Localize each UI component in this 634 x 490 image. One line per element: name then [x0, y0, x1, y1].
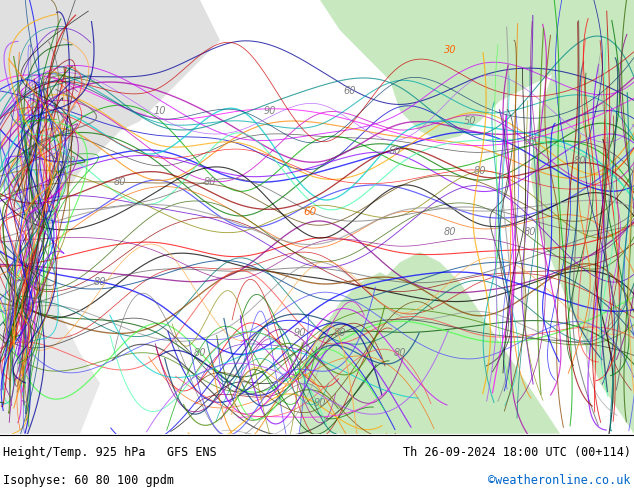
- Polygon shape: [340, 252, 560, 434]
- Text: 80: 80: [64, 156, 76, 167]
- Text: Th 26-09-2024 18:00 UTC (00+114): Th 26-09-2024 18:00 UTC (00+114): [403, 446, 631, 459]
- Text: 80: 80: [574, 156, 586, 167]
- Polygon shape: [320, 0, 560, 121]
- Text: 90: 90: [264, 106, 276, 116]
- Text: 10: 10: [154, 106, 166, 116]
- Polygon shape: [0, 232, 100, 434]
- Polygon shape: [0, 0, 220, 232]
- Text: 80: 80: [524, 227, 536, 237]
- Text: 90: 90: [294, 328, 306, 338]
- Polygon shape: [300, 272, 480, 434]
- Text: 50: 50: [463, 116, 476, 126]
- Text: 80: 80: [333, 328, 346, 338]
- Text: 30: 30: [444, 46, 456, 55]
- Text: 80: 80: [394, 348, 406, 358]
- Text: ©weatheronline.co.uk: ©weatheronline.co.uk: [488, 474, 631, 487]
- Text: 60: 60: [524, 136, 536, 146]
- Text: 80: 80: [204, 176, 216, 187]
- Polygon shape: [530, 0, 634, 434]
- Text: Height/Temp. 925 hPa   GFS ENS: Height/Temp. 925 hPa GFS ENS: [3, 446, 217, 459]
- Text: 80: 80: [474, 167, 486, 176]
- Text: 90: 90: [314, 398, 327, 408]
- Text: 60: 60: [304, 207, 316, 217]
- Text: 80: 80: [113, 176, 126, 187]
- Text: 60: 60: [389, 147, 401, 156]
- Text: 80: 80: [94, 277, 107, 287]
- Text: 80: 80: [444, 227, 456, 237]
- Text: 60: 60: [344, 86, 356, 96]
- Text: Isophyse: 60 80 100 gpdm: Isophyse: 60 80 100 gpdm: [3, 474, 174, 487]
- Text: 80: 80: [194, 348, 206, 358]
- Polygon shape: [390, 0, 634, 141]
